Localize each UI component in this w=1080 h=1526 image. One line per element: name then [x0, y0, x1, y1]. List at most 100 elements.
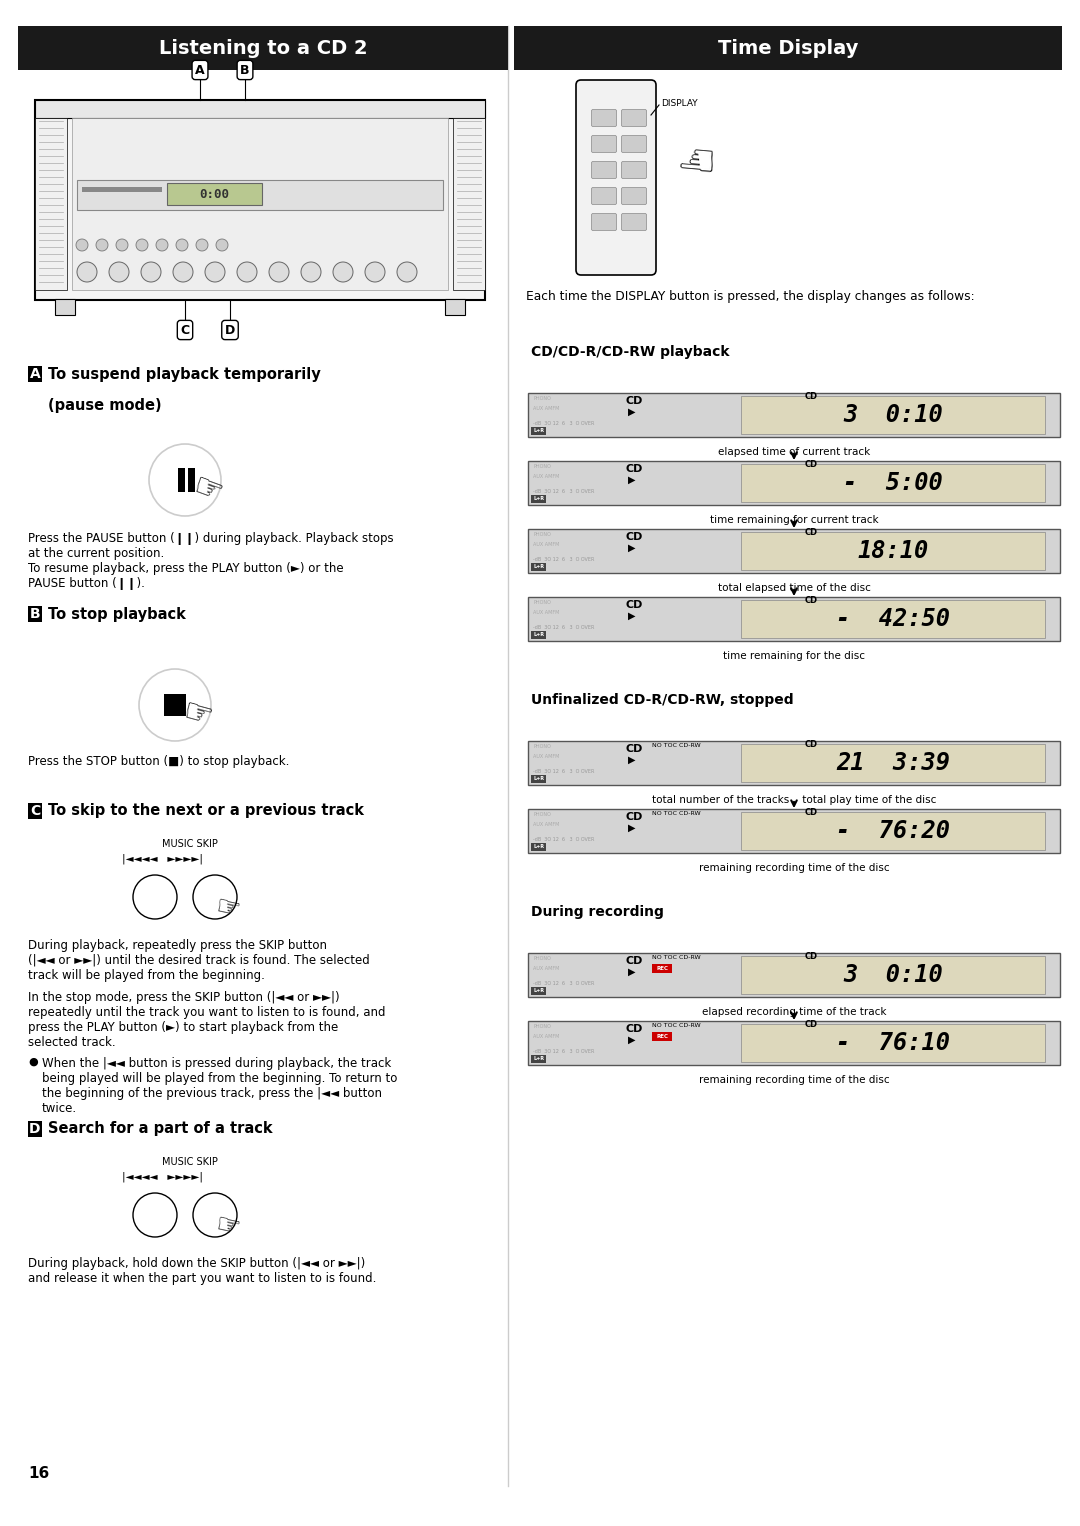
Circle shape	[133, 874, 177, 919]
FancyBboxPatch shape	[576, 79, 656, 275]
Text: -dB  3O 12  6   3  O OVER: -dB 3O 12 6 3 O OVER	[534, 838, 594, 842]
Text: L+R: L+R	[534, 777, 544, 781]
Text: ☞: ☞	[670, 131, 713, 179]
Text: -dB  3O 12  6   3  O OVER: -dB 3O 12 6 3 O OVER	[534, 490, 594, 494]
FancyBboxPatch shape	[741, 745, 1045, 781]
Text: |◄◄◄◄   ►►►►|: |◄◄◄◄ ►►►►|	[122, 1170, 203, 1181]
Circle shape	[141, 262, 161, 282]
FancyBboxPatch shape	[18, 26, 508, 70]
FancyBboxPatch shape	[35, 101, 485, 301]
Text: PHONO: PHONO	[534, 957, 551, 961]
Text: Unfinalized CD-R/CD-RW, stopped: Unfinalized CD-R/CD-RW, stopped	[531, 693, 794, 707]
FancyBboxPatch shape	[741, 464, 1045, 502]
Text: PHONO: PHONO	[534, 464, 551, 468]
Text: and release it when the part you want to listen to is found.: and release it when the part you want to…	[28, 1273, 376, 1285]
Text: C: C	[180, 324, 190, 337]
Text: selected track.: selected track.	[28, 1036, 116, 1048]
Circle shape	[139, 668, 211, 742]
Text: AUX AMFM: AUX AMFM	[534, 1035, 559, 1039]
Circle shape	[77, 262, 97, 282]
Circle shape	[237, 262, 257, 282]
Text: REC: REC	[657, 1033, 669, 1039]
Text: ▶: ▶	[627, 475, 635, 484]
Text: -dB  3O 12  6   3  O OVER: -dB 3O 12 6 3 O OVER	[534, 557, 594, 562]
Text: B: B	[240, 64, 249, 76]
Text: AUX AMFM: AUX AMFM	[534, 823, 559, 827]
Text: twice.: twice.	[42, 1102, 77, 1116]
FancyBboxPatch shape	[531, 630, 546, 639]
FancyBboxPatch shape	[28, 803, 42, 819]
Text: To resume playback, press the PLAY button (►) or the: To resume playback, press the PLAY butto…	[28, 562, 343, 575]
FancyBboxPatch shape	[592, 214, 617, 230]
Text: ☞: ☞	[213, 1210, 243, 1244]
FancyBboxPatch shape	[528, 597, 1059, 641]
Text: L+R: L+R	[534, 844, 544, 850]
Text: repeatedly until the track you want to listen to is found, and: repeatedly until the track you want to l…	[28, 1006, 386, 1019]
Text: PHONO: PHONO	[534, 600, 551, 606]
FancyBboxPatch shape	[741, 397, 1045, 433]
Text: PHONO: PHONO	[534, 397, 551, 401]
Text: MUSIC SKIP: MUSIC SKIP	[162, 1157, 218, 1167]
FancyBboxPatch shape	[741, 1024, 1045, 1062]
Text: CD: CD	[805, 392, 818, 401]
Text: press the PLAY button (►) to start playback from the: press the PLAY button (►) to start playb…	[28, 1021, 338, 1035]
FancyBboxPatch shape	[621, 188, 647, 204]
FancyBboxPatch shape	[531, 563, 546, 571]
Text: NO TOC CD-RW: NO TOC CD-RW	[652, 810, 701, 816]
Circle shape	[133, 1193, 177, 1238]
Text: PHONO: PHONO	[534, 812, 551, 818]
Text: D: D	[225, 324, 235, 337]
Text: CD/CD-R/CD-RW playback: CD/CD-R/CD-RW playback	[531, 345, 729, 359]
Text: In the stop mode, press the SKIP button (|◄◄ or ►►|): In the stop mode, press the SKIP button …	[28, 990, 339, 1004]
FancyBboxPatch shape	[592, 110, 617, 127]
Text: remaining recording time of the disc: remaining recording time of the disc	[699, 1074, 889, 1085]
FancyBboxPatch shape	[531, 775, 546, 783]
Bar	[82, 188, 162, 192]
Circle shape	[173, 262, 193, 282]
FancyBboxPatch shape	[621, 162, 647, 179]
FancyBboxPatch shape	[528, 742, 1059, 784]
Text: L+R: L+R	[534, 429, 544, 433]
FancyBboxPatch shape	[741, 600, 1045, 638]
Text: NO TOC CD-RW: NO TOC CD-RW	[652, 955, 701, 960]
Text: CD: CD	[625, 812, 643, 823]
FancyBboxPatch shape	[531, 987, 546, 995]
Text: AUX AMFM: AUX AMFM	[534, 966, 559, 971]
FancyBboxPatch shape	[741, 533, 1045, 571]
Bar	[55, 299, 75, 314]
Text: -dB  3O 12  6   3  O OVER: -dB 3O 12 6 3 O OVER	[534, 626, 594, 630]
Text: When the |◄◄ button is pressed during playback, the track: When the |◄◄ button is pressed during pl…	[42, 1058, 391, 1070]
FancyBboxPatch shape	[531, 427, 546, 435]
Text: -dB  3O 12  6   3  O OVER: -dB 3O 12 6 3 O OVER	[534, 421, 594, 426]
Circle shape	[397, 262, 417, 282]
Circle shape	[195, 240, 208, 250]
FancyBboxPatch shape	[592, 162, 617, 179]
FancyBboxPatch shape	[528, 954, 1059, 996]
Text: Press the STOP button (■) to stop playback.: Press the STOP button (■) to stop playba…	[28, 755, 289, 768]
Text: ☞: ☞	[213, 893, 243, 925]
Text: total number of the tracks    total play time of the disc: total number of the tracks total play ti…	[652, 795, 936, 806]
Text: PAUSE button (❙❙).: PAUSE button (❙❙).	[28, 577, 145, 591]
Text: ▶: ▶	[627, 966, 635, 977]
Text: 3  0:10: 3 0:10	[843, 963, 943, 987]
Bar	[188, 468, 195, 491]
Text: CD: CD	[805, 528, 818, 537]
Text: elapsed recording time of the track: elapsed recording time of the track	[702, 1007, 887, 1016]
Text: the beginning of the previous track, press the |◄◄ button: the beginning of the previous track, pre…	[42, 1087, 382, 1100]
FancyBboxPatch shape	[528, 809, 1059, 853]
Text: ▶: ▶	[627, 754, 635, 765]
Text: track will be played from the beginning.: track will be played from the beginning.	[28, 969, 265, 983]
Text: AUX AMFM: AUX AMFM	[534, 754, 559, 758]
FancyBboxPatch shape	[621, 110, 647, 127]
Text: L+R: L+R	[534, 989, 544, 993]
Bar	[164, 694, 186, 716]
Text: time remaining for current track: time remaining for current track	[710, 514, 878, 525]
FancyBboxPatch shape	[531, 494, 546, 504]
Text: B: B	[29, 607, 40, 621]
FancyBboxPatch shape	[28, 606, 42, 623]
Circle shape	[76, 240, 87, 250]
FancyBboxPatch shape	[621, 136, 647, 153]
Text: ▶: ▶	[627, 823, 635, 833]
Text: DISPLAY: DISPLAY	[661, 99, 698, 107]
Bar	[453, 118, 485, 290]
